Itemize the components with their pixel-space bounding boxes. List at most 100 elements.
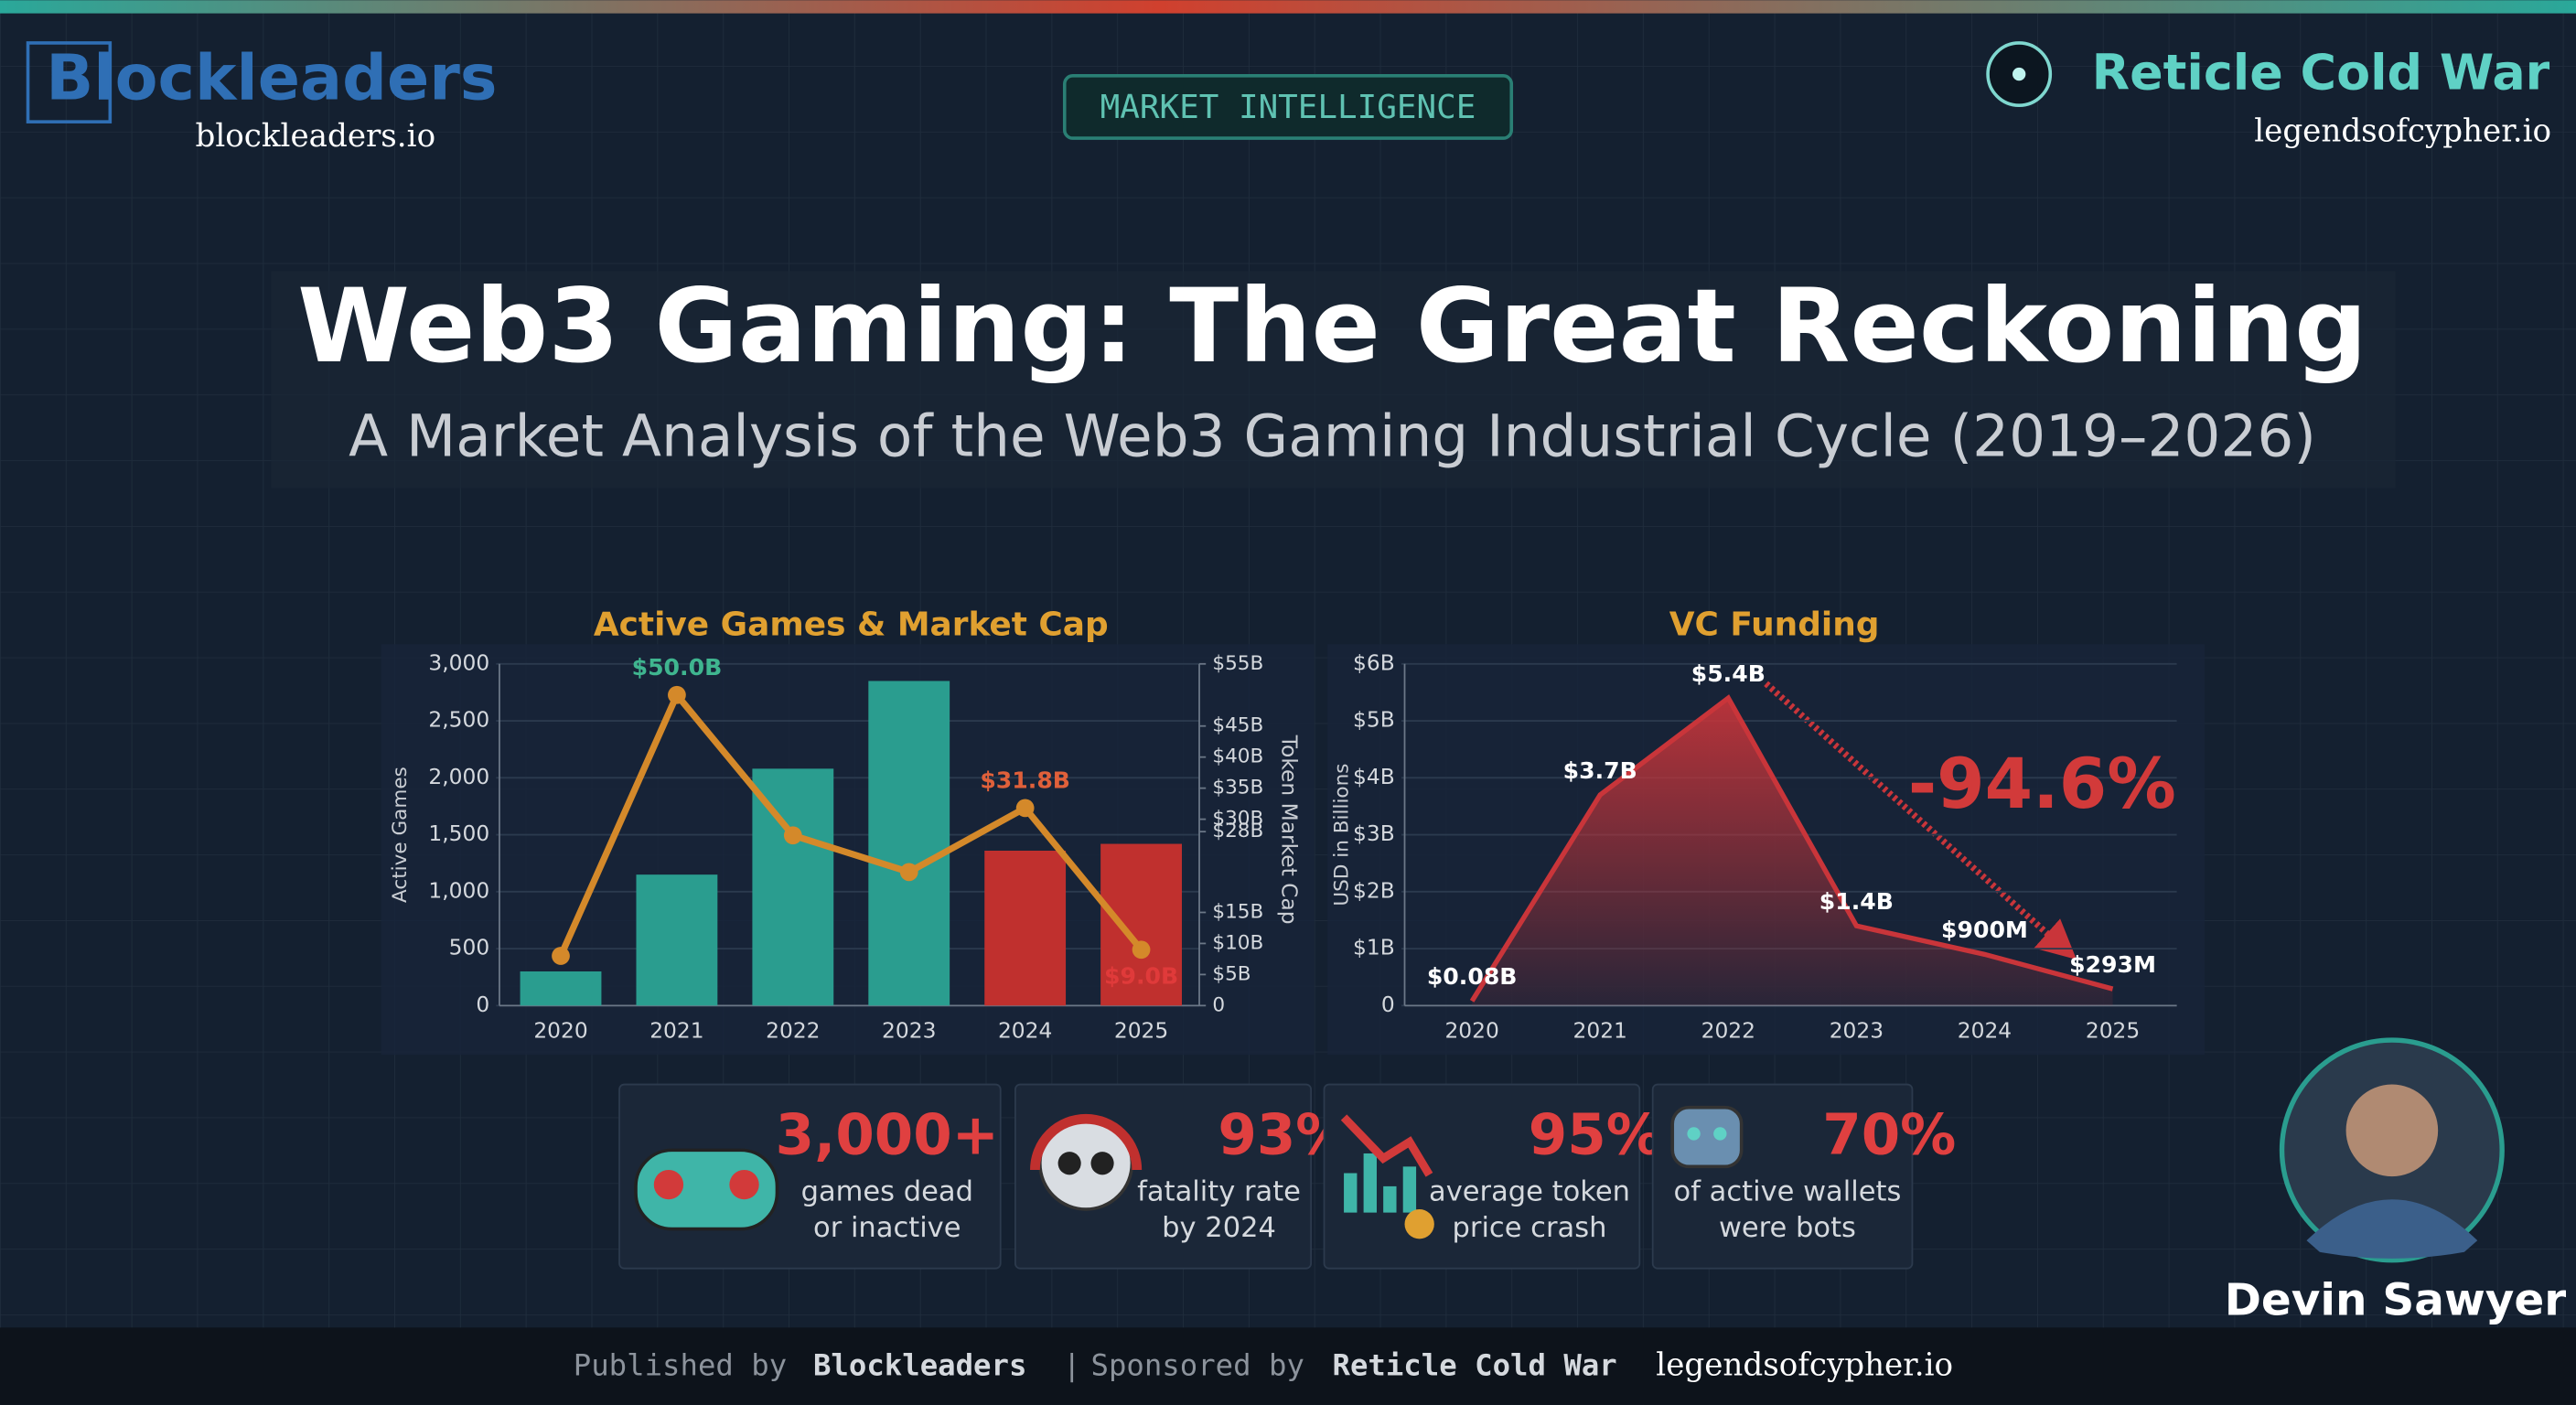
brand: Blockleaders bbox=[46, 43, 497, 115]
author-name: Devin Sawyer bbox=[2225, 1274, 2567, 1325]
chart-title: Active Games & Market Cap bbox=[594, 606, 1109, 643]
y2-tick-label: $15B bbox=[1212, 900, 1263, 923]
footer-sponsor: Reticle Cold War bbox=[1332, 1347, 1616, 1382]
data-label: $50.0B bbox=[632, 654, 723, 681]
y2-tick-label: $45B bbox=[1212, 714, 1263, 737]
y-axis-label: Active Games bbox=[389, 767, 412, 903]
icon bbox=[1363, 1153, 1377, 1213]
y-tick-label: 1,000 bbox=[428, 877, 489, 903]
brand-url: blockleaders.io bbox=[196, 118, 436, 155]
x-tick-label: 2022 bbox=[766, 1018, 820, 1044]
y2-tick-label: $10B bbox=[1212, 931, 1263, 954]
icon bbox=[653, 1169, 684, 1200]
badge-box bbox=[1062, 74, 1514, 140]
footer-sponsored-label: Sponsored by bbox=[1090, 1347, 1304, 1382]
data-label: $9.0B bbox=[1104, 963, 1178, 990]
footer-publisher: Blockleaders bbox=[813, 1347, 1026, 1382]
data-label: $5.4B bbox=[1691, 660, 1766, 687]
icon bbox=[634, 1148, 779, 1231]
stat-text: fatality rate bbox=[1137, 1176, 1301, 1208]
stat-text: or inactive bbox=[813, 1212, 961, 1244]
icon bbox=[1404, 1209, 1434, 1239]
footer-url: legendsofcypher.io bbox=[1656, 1346, 1953, 1383]
stat-text: of active wallets bbox=[1674, 1176, 1902, 1208]
x-tick-label: 2023 bbox=[882, 1018, 936, 1044]
line-point bbox=[668, 685, 686, 704]
icon bbox=[1670, 1105, 1744, 1169]
y2-tick-label: $5B bbox=[1212, 962, 1250, 985]
y-tick-label: $2B bbox=[1353, 877, 1395, 903]
chart-title: VC Funding bbox=[1669, 606, 1880, 643]
x-tick-label: 2025 bbox=[1114, 1018, 1168, 1044]
stat-card bbox=[1323, 1083, 1641, 1270]
y-tick-label: 3,000 bbox=[428, 649, 489, 675]
icon bbox=[1057, 1152, 1081, 1175]
bar bbox=[520, 971, 602, 1006]
footer-published-label: Published by bbox=[574, 1347, 787, 1382]
bar bbox=[984, 851, 1067, 1006]
x-tick-label: 2023 bbox=[1830, 1018, 1884, 1044]
decline-arrow bbox=[1764, 681, 2077, 960]
line-point bbox=[783, 826, 802, 845]
sponsor-logo-core bbox=[2012, 67, 2026, 81]
author-photo-body bbox=[2306, 1199, 2478, 1259]
y-axis-label: USD in Billions bbox=[1330, 763, 1353, 906]
sponsor-url: legendsofcypher.io bbox=[2254, 113, 2551, 150]
line-point bbox=[899, 863, 918, 882]
bar bbox=[636, 874, 718, 1006]
y-tick-label: 0 bbox=[476, 992, 489, 1017]
line bbox=[557, 692, 1144, 958]
data-label: $293M bbox=[2069, 951, 2156, 978]
line-point bbox=[1015, 799, 1035, 818]
y-tick-label: 0 bbox=[1381, 992, 1395, 1017]
y-tick-label: 2,500 bbox=[428, 707, 489, 733]
y2-axis-label: Token Market Cap bbox=[1277, 735, 1303, 925]
stat-text: by 2024 bbox=[1162, 1212, 1276, 1244]
y-tick-label: $3B bbox=[1353, 820, 1395, 846]
sponsor-name: Reticle Cold War bbox=[2092, 43, 2550, 101]
line-point bbox=[552, 947, 570, 965]
y-tick-label: 2,000 bbox=[428, 764, 489, 789]
line bbox=[1469, 694, 2114, 1003]
x-tick-label: 2025 bbox=[2086, 1018, 2140, 1044]
icon bbox=[1713, 1127, 1727, 1141]
stat-text: games dead bbox=[801, 1176, 973, 1208]
stat-value: 3,000+ bbox=[776, 1102, 999, 1167]
line-point bbox=[1132, 940, 1151, 960]
x-tick-label: 2020 bbox=[1444, 1018, 1498, 1044]
y2-tick-label: $28B bbox=[1212, 820, 1263, 842]
x-tick-label: 2024 bbox=[1958, 1018, 2012, 1044]
y2-tick-label: $30B bbox=[1212, 808, 1263, 831]
data-label: $900M bbox=[1941, 917, 2028, 943]
icon bbox=[1030, 1113, 1143, 1171]
stat-text: were bots bbox=[1719, 1212, 1856, 1244]
stat-value: 95% bbox=[1529, 1102, 1662, 1167]
data-label: $3.7B bbox=[1563, 757, 1637, 784]
icon bbox=[1383, 1185, 1397, 1213]
y-tick-label: 1,500 bbox=[428, 820, 489, 846]
x-tick-label: 2021 bbox=[649, 1018, 703, 1044]
x-tick-label: 2020 bbox=[533, 1018, 587, 1044]
icon bbox=[1340, 1114, 1433, 1177]
y-tick-label: 500 bbox=[449, 935, 490, 960]
y-tick-label: $6B bbox=[1353, 649, 1395, 675]
y2-tick-label: $55B bbox=[1212, 652, 1263, 675]
data-label: $1.4B bbox=[1819, 888, 1894, 915]
data-label: $31.8B bbox=[980, 767, 1070, 794]
stat-text: average token bbox=[1429, 1176, 1630, 1208]
footer-band bbox=[0, 1327, 2576, 1405]
icon bbox=[729, 1169, 759, 1200]
bar bbox=[752, 768, 834, 1006]
footer-separator: | bbox=[1063, 1347, 1080, 1382]
bar bbox=[868, 681, 950, 1006]
stat-value: 70% bbox=[1822, 1102, 1956, 1167]
icon bbox=[1090, 1152, 1114, 1175]
icon bbox=[1344, 1173, 1358, 1213]
badge: MARKET INTELLIGENCE bbox=[1100, 89, 1476, 126]
y2-tick-label: $35B bbox=[1212, 777, 1263, 799]
x-tick-label: 2024 bbox=[998, 1018, 1052, 1044]
title: Web3 Gaming: The Great Reckoning bbox=[297, 268, 2367, 386]
author-photo-face bbox=[2345, 1084, 2439, 1177]
icon bbox=[1402, 1166, 1417, 1213]
y-tick-label: $1B bbox=[1353, 935, 1395, 960]
